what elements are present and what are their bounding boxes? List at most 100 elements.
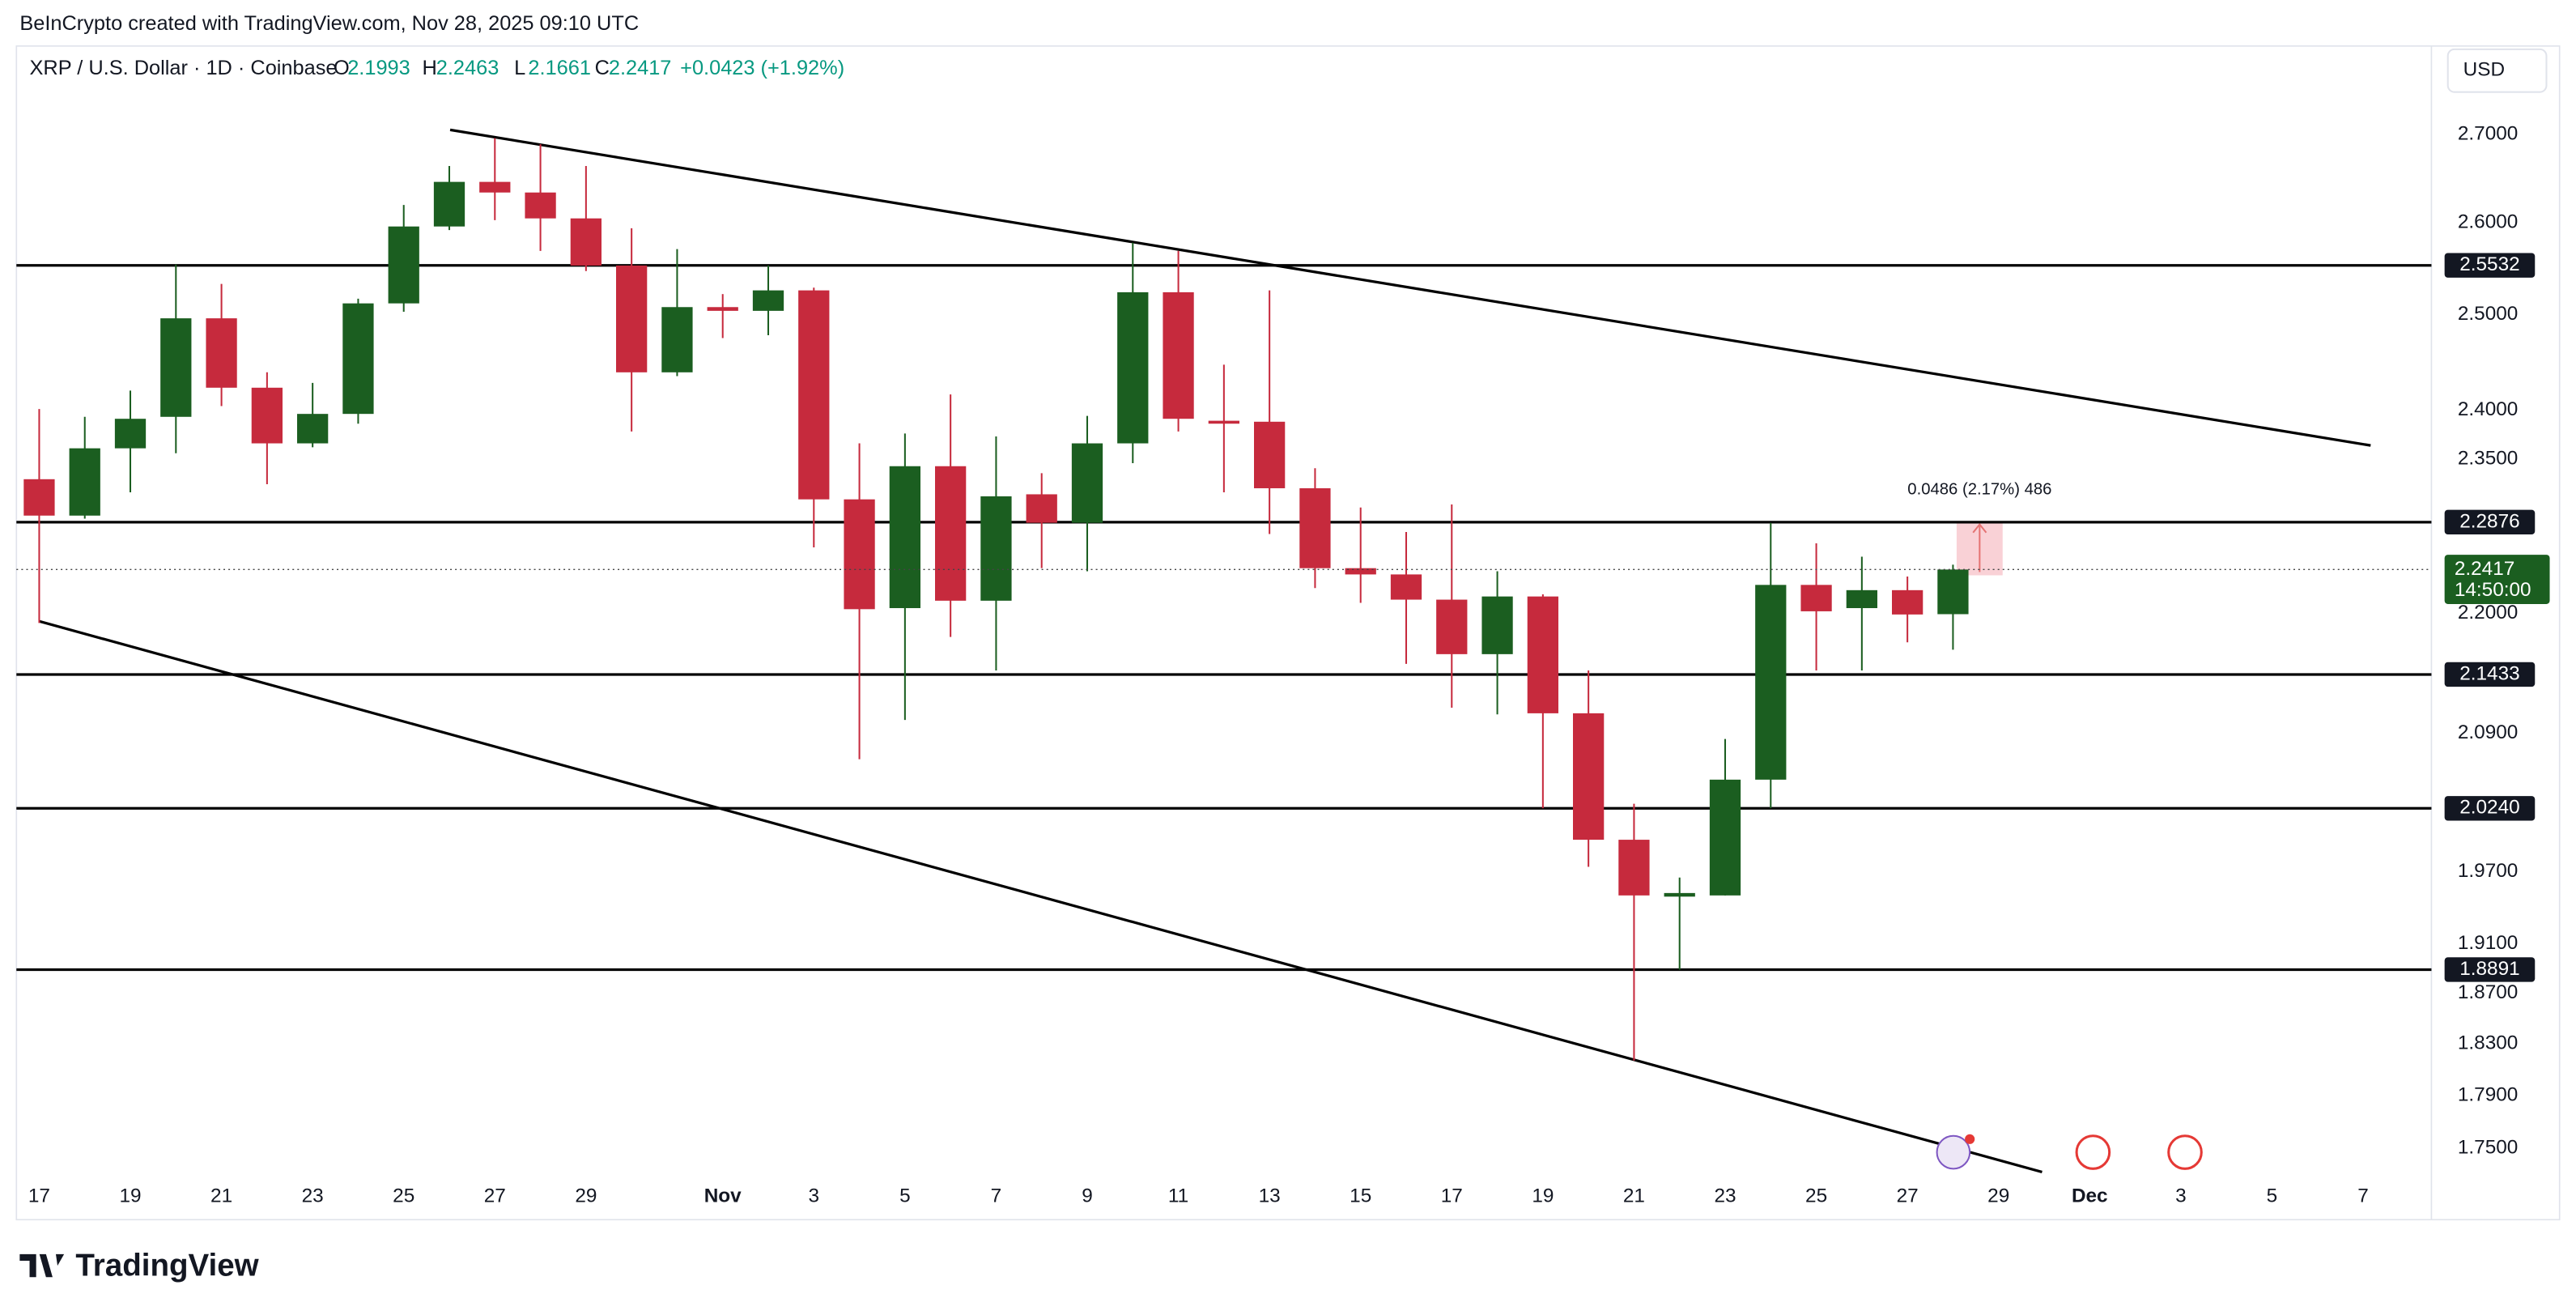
x-tick-label: 5 [899,1185,911,1206]
x-tick-label: 25 [1805,1185,1827,1206]
candle-body [661,307,693,372]
candle-body [1299,487,1331,568]
x-tick-label: 17 [28,1185,50,1206]
lower-trendline [39,619,2043,1173]
candle-body [1846,589,1877,609]
candle-body [114,419,147,449]
x-tick-label: 23 [1714,1185,1736,1206]
candle-body [1117,292,1149,444]
y-tick-label: 1.9700 [2458,860,2518,882]
currency-box[interactable] [2446,48,2548,93]
x-tick-label: 7 [2357,1185,2369,1206]
level-label-box [2444,253,2536,278]
candle-body [707,307,738,311]
candle-body [1208,420,1239,424]
candle-body [1755,585,1787,780]
candle-body [1709,779,1741,896]
candle-body [1800,585,1832,611]
y-tick-label: 2.2000 [2458,602,2518,623]
level-label: 2.1433 [2459,662,2519,684]
logo-text: TradingView [75,1248,259,1283]
candle-body [1664,892,1695,897]
event-flag[interactable] [2167,1134,2203,1170]
candle-body [1345,568,1376,575]
x-tick-label: 15 [1350,1185,1371,1206]
x-tick-label: 27 [484,1185,506,1206]
event-icon[interactable] [1936,1134,1971,1170]
measure-label: 0.0486 (2.17%) 486 [1907,480,2051,498]
candle-body [1527,596,1558,713]
logo-mark [19,1253,65,1278]
symbol: XRP / U.S. Dollar · 1D · Coinbase [30,57,338,79]
x-tick-label: 7 [991,1185,1002,1206]
y-tick-label: 2.0900 [2458,721,2518,743]
candle-body [23,479,55,516]
y-tick-label: 1.8300 [2458,1032,2518,1054]
candle-body [433,181,465,227]
x-tick-label: 11 [1168,1185,1188,1206]
candle-body [798,290,830,500]
event-flag[interactable] [2075,1134,2111,1170]
candle-body [69,448,100,516]
y-tick-label: 1.7500 [2458,1137,2518,1159]
candle-body [616,265,648,372]
credit: BeInCrypto created with TradingView.com,… [19,12,639,35]
y-tick-label: 2.5000 [2458,303,2518,325]
candle-body [1254,421,1286,488]
x-tick-label: 19 [1532,1185,1554,1206]
candle-body [1071,443,1103,523]
ohlc-label: C [595,57,610,79]
ohlc-label: L [514,57,525,79]
y-tick-label: 2.6000 [2458,211,2518,233]
ohlc-label: O [334,57,350,79]
level-label: 2.0240 [2459,797,2519,819]
chart-frame [15,45,2561,1221]
x-tick-label: 23 [302,1185,324,1206]
x-tick-label: 29 [1987,1185,2009,1206]
candle-body [1436,599,1468,654]
event-dot [1965,1134,1975,1144]
countdown: 14:50:00 [2455,579,2531,601]
level-label-box [2444,662,2536,687]
y-tick-label: 1.8700 [2458,981,2518,1003]
y-tick-label: 2.3500 [2458,448,2518,470]
level-label: 2.5532 [2459,253,2519,275]
ohlc-value: 2.2417 [609,57,672,79]
candle-body [297,414,329,444]
x-tick-label: 25 [393,1185,414,1206]
x-tick-label: 21 [210,1185,232,1206]
candle-body [1390,574,1422,600]
ohlc-value: 2.1661 [528,57,591,79]
y-tick-label: 1.9100 [2458,932,2518,954]
candle-body [1481,596,1513,654]
ohlc-value: 2.2463 [436,57,499,79]
candle-body [1937,569,1969,615]
candle-body [525,192,556,219]
y-tick-label: 2.4000 [2458,398,2518,420]
candle-body [844,499,875,610]
level-label: 2.2876 [2459,510,2519,532]
measure-arrow-head [1972,522,1987,534]
candle-body [479,181,511,193]
level-label: 1.8891 [2459,958,2519,980]
candle-body [388,226,419,304]
candle-body [342,303,374,415]
candle-body [1573,713,1605,840]
x-tick-label: 17 [1441,1185,1463,1206]
candle-body [1618,840,1650,896]
candle-body [251,387,283,444]
candle-body [889,466,920,609]
x-tick-label: 19 [119,1185,141,1206]
x-tick-label: 9 [1082,1185,1093,1206]
level-label-box [2444,957,2536,982]
ohlc-label: H [423,57,437,79]
candle-body [980,496,1012,601]
candle-body [1026,494,1057,523]
x-tick-label: Nov [704,1185,742,1206]
candle-body [1163,292,1194,419]
upper-trendline [449,128,2371,447]
x-tick-label: Dec [2072,1185,2108,1206]
currency[interactable]: USD [2463,59,2505,81]
change: +0.0423 (+1.92%) [680,57,844,79]
